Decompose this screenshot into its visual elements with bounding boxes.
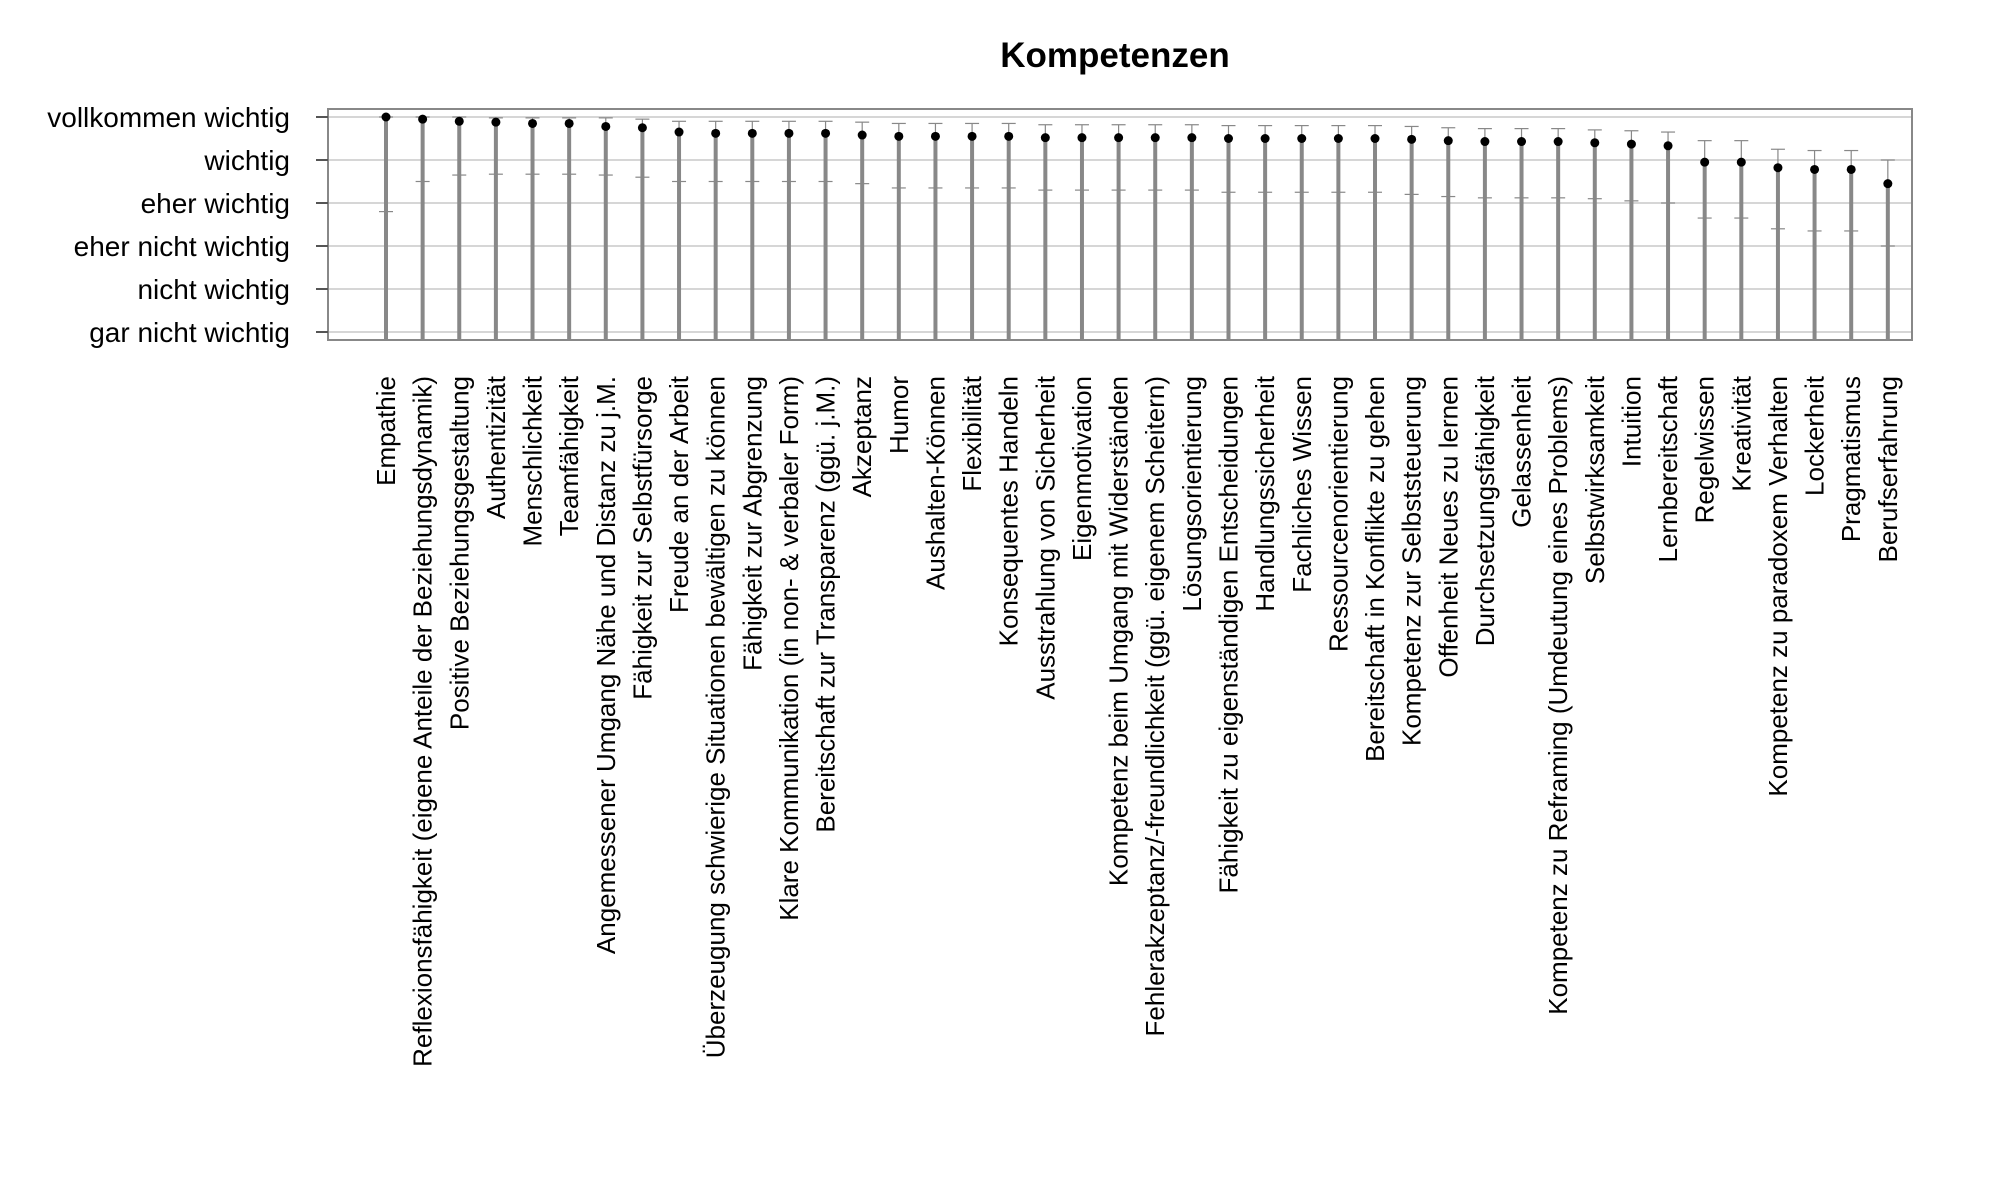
mean-point	[747, 128, 757, 138]
mean-point	[491, 117, 501, 127]
x-tick-label: Kreativität	[1726, 375, 1756, 491]
x-tick-label: Authentizität	[481, 375, 511, 519]
point-layer	[381, 112, 1893, 189]
chart-title: Kompetenzen	[1000, 36, 1229, 75]
x-tick-label: Fähigkeit zur Selbstfürsorge	[627, 376, 657, 700]
x-tick-label: Positive Beziehungsgestaltung	[444, 376, 474, 730]
mean-point	[1663, 141, 1673, 151]
x-tick-label: Kompetenz zu Reframing (Umdeutung eines …	[1543, 376, 1573, 1015]
x-tick-label: Menschlichkeit	[518, 375, 548, 546]
x-tick-label: Lockerheit	[1800, 375, 1830, 496]
y-axis: vollkommen wichtig wichtig eher wichtig ehe…	[47, 102, 328, 348]
x-tick-label: Pragmatismus	[1836, 376, 1866, 542]
mean-point	[1004, 131, 1014, 141]
x-tick-label: Ausstrahlung von Sicherheit	[1030, 375, 1060, 700]
mean-point	[1114, 133, 1124, 143]
mean-point	[637, 123, 647, 133]
mean-point	[1590, 138, 1600, 148]
mean-point	[857, 130, 867, 140]
x-tick-label: Kompetenz zur Selbststeuerung	[1397, 376, 1427, 746]
x-tick-label: Fähigkeit zur Abgrenzung	[737, 376, 767, 671]
x-tick-label: Lernbereitschaft	[1653, 375, 1683, 562]
x-tick-label: Selbstwirksamkeit	[1580, 375, 1610, 584]
mean-point	[1333, 134, 1343, 143]
x-tick-label: Aushalten-Können	[920, 376, 950, 590]
x-tick-label: Lösungsorientierung	[1177, 376, 1207, 612]
x-tick-label: Intuition	[1616, 376, 1646, 467]
x-tick-label: Klare Kommunikation (in non- & verbaler …	[774, 376, 804, 921]
mean-point	[1223, 134, 1233, 143]
x-tick-label: Humor	[884, 376, 914, 454]
bar-layer	[384, 117, 1890, 340]
y-tick-label: vollkommen wichtig	[47, 102, 290, 133]
mean-point	[821, 128, 831, 138]
x-tick-label: Eigenmotivation	[1067, 376, 1097, 561]
x-tick-label: Fachliches Wissen	[1287, 376, 1317, 593]
x-tick-label: Reflexionsfähigkeit (eigene Anteile der …	[408, 376, 438, 1067]
mean-point	[1443, 136, 1453, 146]
mean-point	[1187, 133, 1197, 143]
y-tick-label: gar nicht wichtig	[89, 317, 290, 348]
x-axis-labels: Empathie Reflexionsfähigkeit (eigene Ante…	[371, 375, 1903, 1067]
x-tick-label: Offenheit Neues zu lernen	[1433, 376, 1463, 678]
x-tick-label: Bereitschaft zur Transparenz (ggü. j.M.)	[811, 376, 841, 833]
x-tick-label: Fehlerakzeptanz/-freundlichkeit (ggü. ei…	[1140, 376, 1170, 1036]
mean-point	[930, 131, 940, 141]
mean-point	[1077, 133, 1087, 143]
mean-point	[1736, 157, 1746, 167]
mean-point	[784, 128, 794, 138]
mean-point	[1370, 134, 1380, 143]
mean-point	[564, 118, 574, 128]
x-tick-label: Angemessener Umgang Nähe und Distanz zu …	[591, 376, 621, 954]
mean-point	[1810, 164, 1820, 174]
mean-point	[674, 127, 684, 137]
mean-point	[381, 112, 391, 122]
x-tick-label: Ressourcenorientierung	[1323, 376, 1353, 652]
x-tick-label: Gelassenheit	[1507, 375, 1537, 528]
x-tick-label: Konsequentes Handeln	[994, 376, 1024, 646]
x-tick-label: Fähigkeit zu eigenständigen Entscheidung…	[1213, 376, 1243, 894]
x-tick-label: Bereitschaft in Konflikte zu gehen	[1360, 376, 1390, 762]
mean-point	[1260, 134, 1270, 143]
mean-point	[1846, 164, 1856, 174]
mean-point	[601, 121, 611, 131]
y-tick-label: wichtig	[203, 145, 290, 176]
mean-point	[528, 118, 538, 128]
x-tick-label: Handlungssicherheit	[1250, 375, 1280, 611]
x-tick-label: Teamfähigkeit	[554, 375, 584, 536]
mean-point	[454, 116, 464, 126]
mean-point	[967, 131, 977, 141]
x-tick-label: Überzeugung schwierige Situationen bewäl…	[701, 376, 731, 1058]
x-tick-label: Durchsetzungsfähigkeit	[1470, 375, 1500, 646]
x-tick-label: Flexibilität	[957, 375, 987, 491]
mean-point	[1883, 179, 1893, 189]
mean-point	[1150, 133, 1160, 143]
y-tick-label: eher nicht wichtig	[74, 231, 290, 262]
mean-point	[418, 114, 428, 124]
mean-point	[1407, 134, 1417, 144]
x-tick-label: Kompetenz zu paradoxem Verhalten	[1763, 376, 1793, 797]
y-tick-label: nicht wichtig	[137, 274, 290, 305]
mean-point	[1773, 163, 1783, 173]
mean-point	[711, 128, 721, 138]
mean-point	[1626, 139, 1636, 149]
mean-point	[1297, 134, 1307, 143]
x-tick-label: Akzeptanz	[847, 376, 877, 497]
mean-point	[1700, 157, 1710, 167]
x-tick-label: Empathie	[371, 376, 401, 486]
y-tick-label: eher wichtig	[141, 188, 290, 219]
mean-point	[1553, 137, 1563, 147]
mean-point	[1480, 137, 1490, 147]
x-tick-label: Regelwissen	[1690, 376, 1720, 523]
x-tick-label: Kompetenz beim Umgang mit Widerständen	[1104, 376, 1134, 886]
x-tick-label: Freude an der Arbeit	[664, 375, 694, 613]
error-layer	[379, 116, 1895, 247]
mean-point	[894, 131, 904, 141]
x-tick-label: Berufserfahrung	[1873, 376, 1903, 562]
mean-point	[1040, 133, 1050, 143]
mean-point	[1517, 137, 1527, 147]
